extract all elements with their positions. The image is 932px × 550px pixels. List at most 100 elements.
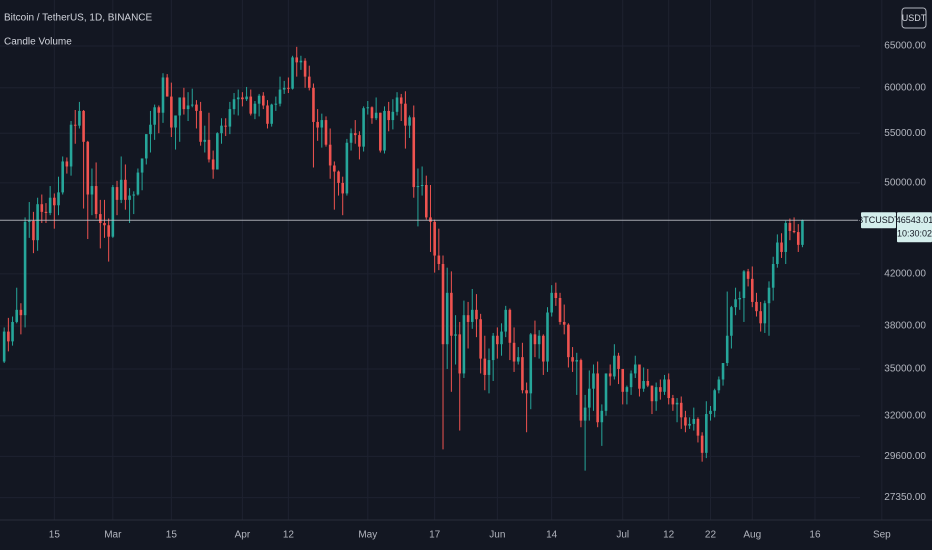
x-tick-label: 12 [283, 530, 295, 541]
candle-body [763, 303, 767, 324]
candle-body [307, 76, 311, 88]
candle-body [521, 357, 524, 391]
candle-body [801, 220, 804, 245]
candle-body [262, 95, 265, 106]
candle-body [236, 97, 240, 100]
x-tick-label: Jun [489, 530, 505, 541]
candle-body [629, 373, 633, 388]
candle-body [425, 184, 428, 218]
candle-body [654, 387, 658, 402]
candle-body [679, 402, 683, 418]
candle-body [291, 57, 294, 89]
candle-body [437, 255, 441, 265]
candle-body [86, 141, 90, 195]
candle-body [705, 414, 708, 453]
candle-body [796, 232, 800, 245]
candle-body [274, 103, 278, 105]
candle-body [383, 110, 386, 151]
candle-body [784, 223, 788, 252]
y-tick-label: 27350.00 [884, 492, 926, 503]
candle-body [94, 186, 98, 215]
candle-body [537, 335, 541, 345]
candle-body [608, 373, 612, 377]
candle-body [441, 264, 445, 345]
candle-body [604, 373, 608, 411]
x-tick-label: 15 [49, 530, 61, 541]
candle-body [19, 309, 23, 316]
candle-body [717, 379, 721, 391]
candle-body [713, 390, 716, 411]
candle-body [370, 107, 374, 119]
candle-body [165, 77, 169, 97]
x-tick-label: 16 [809, 530, 821, 541]
x-tick-label: 12 [663, 530, 675, 541]
candle-body [483, 358, 487, 375]
axes-layer: 27350.00 29600.00 32000.00 35000.00 38000.00… [49, 41, 932, 541]
candle-body [621, 368, 625, 392]
candle-body [299, 60, 303, 63]
last-price-label: 46543.01 [896, 215, 932, 225]
candle-body [416, 186, 420, 188]
candle-body [32, 220, 35, 241]
candle-body [579, 360, 583, 421]
candle-body [592, 373, 595, 389]
candle-body [771, 264, 775, 288]
candle-body [730, 307, 733, 336]
candle-body [746, 271, 750, 279]
candle-body [738, 297, 742, 300]
candle-body [241, 97, 244, 100]
candle-body [600, 410, 604, 423]
candle-body [462, 315, 466, 374]
candle-body [491, 335, 495, 361]
candle-body [15, 309, 19, 322]
currency-button[interactable]: USDT [901, 7, 927, 29]
candle-body [692, 418, 696, 424]
grid-layer [0, 0, 883, 520]
candle-body [445, 292, 449, 345]
candle-body [349, 133, 353, 143]
candle-body [700, 435, 704, 453]
currency-button-label[interactable]: USDT [902, 13, 927, 23]
y-tick-label: 65000.00 [884, 41, 926, 52]
indicator-name: Candle Volume [4, 37, 72, 48]
candle-body [48, 197, 52, 213]
candle-body [195, 104, 198, 111]
candle-body [558, 297, 562, 322]
candle-body [420, 184, 424, 187]
candle-body [671, 398, 675, 405]
candle-body [328, 144, 332, 166]
candle-body [516, 357, 520, 362]
candle-body [136, 172, 140, 195]
candle-body [170, 96, 173, 128]
x-tick-label: 15 [166, 530, 178, 541]
y-tick-label: 32000.00 [884, 410, 926, 421]
candle-body [27, 220, 31, 222]
candle-body [312, 87, 315, 122]
candle-body [366, 107, 370, 109]
candle-body [57, 192, 60, 206]
candle-body [546, 312, 549, 362]
candle-body [550, 292, 553, 313]
candle-body [454, 334, 457, 336]
candle-body [399, 97, 403, 104]
candle-body [450, 292, 453, 336]
y-tick-label: 38000.00 [884, 321, 926, 332]
x-tick-label: Sep [873, 530, 891, 541]
y-tick-label: 35000.00 [884, 364, 926, 375]
candle-body [303, 60, 307, 77]
candle-body [186, 105, 190, 110]
candle-body [69, 124, 73, 167]
candle-body [404, 103, 407, 126]
currency-button-box[interactable] [901, 7, 927, 29]
candle-body [792, 230, 796, 233]
candle-body [140, 158, 144, 173]
x-tick-label: May [358, 530, 377, 541]
candle-body [178, 97, 182, 116]
candle-body [36, 204, 39, 241]
candle-body [583, 407, 587, 421]
candle-body [542, 335, 545, 362]
candle-body [157, 107, 161, 113]
candles-layer [0, 46, 860, 471]
candle-body [529, 334, 533, 394]
